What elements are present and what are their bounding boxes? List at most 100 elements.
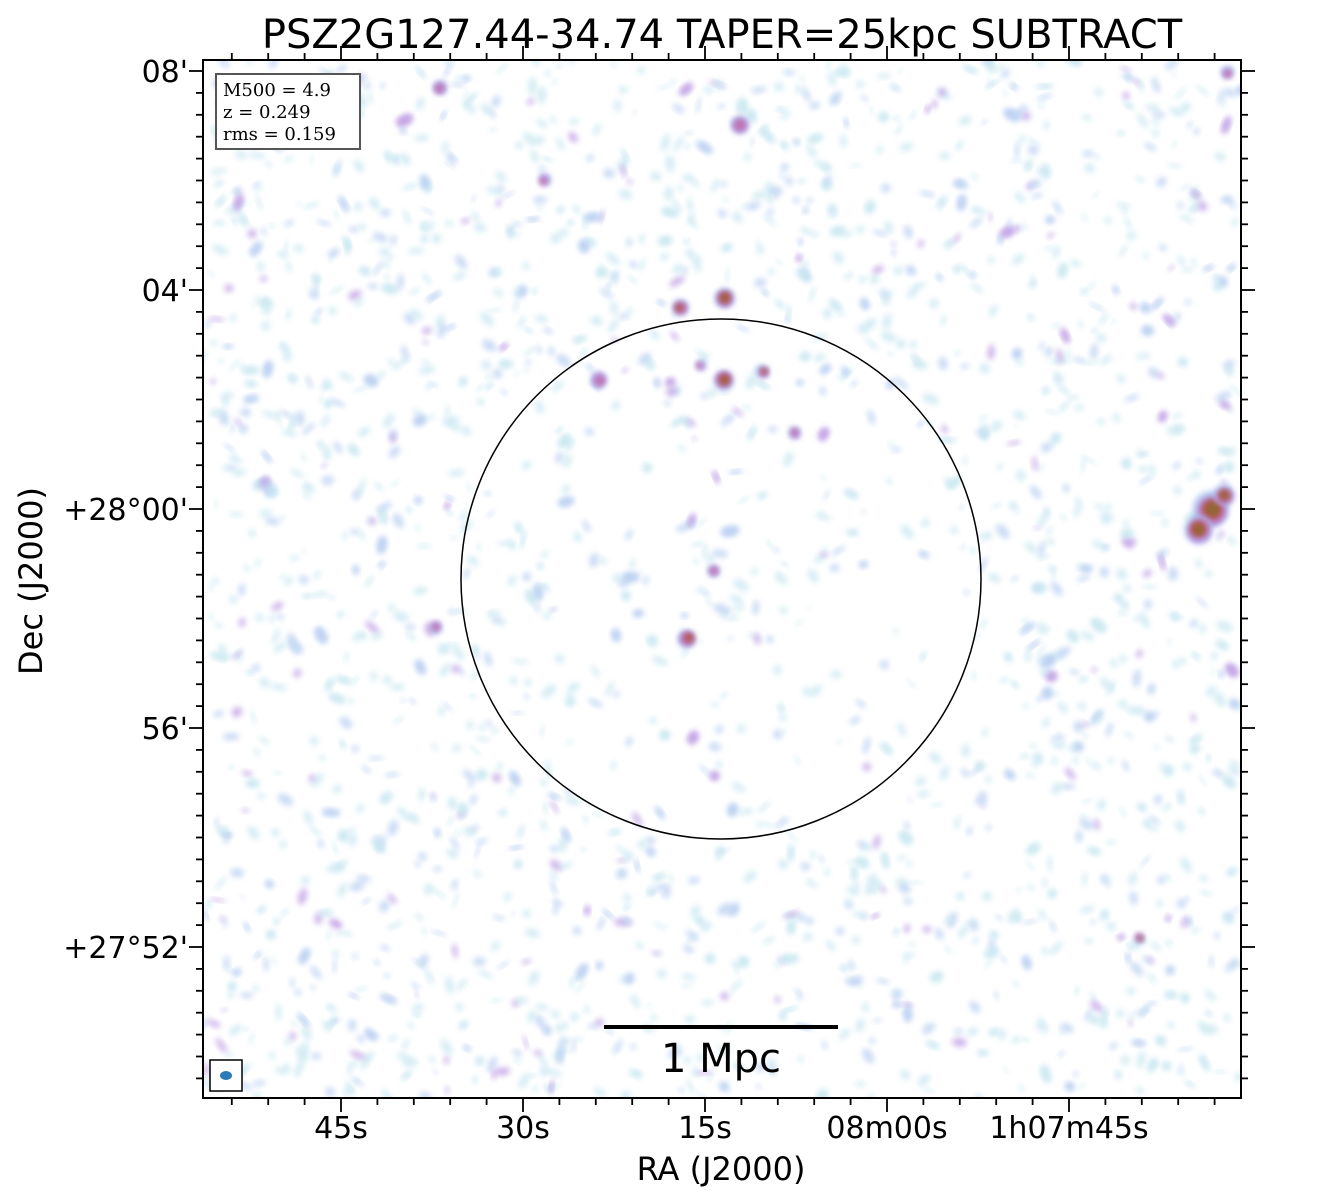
noise-blob bbox=[678, 445, 686, 452]
noise-blob bbox=[835, 927, 845, 936]
noise-blob bbox=[702, 590, 710, 598]
noise-blob bbox=[1163, 314, 1175, 326]
noise-blob bbox=[490, 940, 501, 952]
noise-blob bbox=[1083, 733, 1088, 739]
y-tick-label: 56' bbox=[142, 712, 188, 747]
noise-blob bbox=[349, 993, 359, 999]
noise-blob bbox=[1133, 77, 1141, 87]
noise-blob bbox=[349, 225, 359, 233]
noise-blob bbox=[664, 400, 671, 407]
noise-blob bbox=[293, 668, 302, 678]
noise-blob bbox=[522, 571, 532, 582]
noise-blob bbox=[875, 145, 884, 154]
noise-blob bbox=[647, 887, 655, 896]
noise-blob bbox=[1051, 570, 1055, 580]
noise-blob bbox=[327, 306, 338, 315]
noise-blob bbox=[459, 1020, 468, 1030]
noise-blob bbox=[541, 779, 547, 786]
noise-blob bbox=[1122, 585, 1132, 592]
noise-blob bbox=[621, 149, 629, 162]
noise-blob bbox=[312, 315, 319, 323]
noise-blob bbox=[1030, 273, 1037, 287]
noise-blob bbox=[539, 1066, 550, 1077]
noise-blob bbox=[607, 318, 619, 333]
noise-blob bbox=[382, 676, 393, 685]
noise-blob bbox=[1233, 907, 1239, 912]
noise-blob bbox=[880, 885, 887, 894]
noise-blob bbox=[695, 1070, 714, 1075]
noise-blob bbox=[801, 86, 811, 102]
noise-blob bbox=[490, 998, 502, 1003]
noise-blob bbox=[1214, 932, 1220, 940]
noise-blob bbox=[282, 350, 292, 362]
noise-blob bbox=[515, 522, 523, 534]
noise-blob bbox=[241, 808, 249, 813]
noise-blob bbox=[999, 677, 1010, 683]
noise-blob bbox=[1116, 568, 1128, 580]
noise-blob bbox=[947, 476, 961, 489]
noise-blob bbox=[354, 297, 364, 307]
noise-blob bbox=[592, 123, 602, 136]
noise-blob bbox=[450, 82, 466, 87]
noise-blob bbox=[1123, 519, 1129, 529]
noise-blob bbox=[475, 1057, 484, 1065]
noise-blob bbox=[1216, 640, 1228, 650]
noise-blob bbox=[779, 171, 785, 179]
noise-blob bbox=[824, 868, 830, 876]
noise-blob bbox=[874, 880, 881, 887]
noise-blob bbox=[788, 844, 794, 862]
noise-blob bbox=[535, 119, 549, 128]
noise-blob bbox=[855, 1018, 865, 1033]
noise-blob bbox=[658, 236, 672, 246]
noise-blob bbox=[222, 732, 240, 741]
noise-blob bbox=[1067, 630, 1079, 642]
noise-blob bbox=[873, 1018, 882, 1023]
noise-blob bbox=[669, 275, 686, 288]
noise-blob bbox=[633, 110, 637, 115]
noise-blob bbox=[1192, 470, 1201, 480]
noise-blob bbox=[497, 960, 510, 970]
noise-blob bbox=[209, 168, 228, 175]
noise-blob bbox=[268, 615, 275, 623]
noise-blob bbox=[635, 941, 644, 950]
noise-blob bbox=[491, 95, 501, 108]
noise-blob bbox=[841, 231, 854, 239]
noise-blob bbox=[988, 1028, 1000, 1036]
noise-blob bbox=[269, 683, 288, 691]
noise-blob bbox=[261, 227, 267, 236]
noise-blob bbox=[1052, 245, 1060, 259]
noise-blob bbox=[1079, 565, 1093, 573]
noise-blob bbox=[491, 1071, 496, 1080]
noise-blob bbox=[654, 378, 661, 388]
noise-blob bbox=[379, 507, 387, 525]
noise-blob bbox=[850, 976, 863, 983]
noise-blob bbox=[929, 802, 944, 807]
noise-blob bbox=[630, 994, 640, 1009]
noise-blob bbox=[1089, 302, 1105, 312]
noise-blob bbox=[408, 698, 417, 705]
noise-blob bbox=[1100, 909, 1109, 921]
noise-blob bbox=[328, 918, 343, 930]
noise-blob bbox=[756, 245, 765, 255]
noise-blob bbox=[962, 265, 969, 274]
noise-blob bbox=[388, 445, 401, 459]
noise-blob bbox=[1011, 1036, 1021, 1043]
noise-blob bbox=[997, 1028, 1007, 1040]
noise-blob bbox=[469, 794, 478, 806]
noise-blob bbox=[731, 782, 746, 793]
noise-blob bbox=[1226, 535, 1237, 545]
noise-blob bbox=[1050, 757, 1058, 765]
noise-blob bbox=[606, 252, 620, 266]
noise-blob bbox=[1191, 190, 1201, 199]
noise-blob bbox=[348, 697, 354, 705]
noise-blob bbox=[210, 408, 225, 416]
noise-blob bbox=[1015, 104, 1028, 117]
noise-blob bbox=[264, 517, 281, 526]
noise-blob bbox=[696, 1091, 709, 1098]
noise-blob bbox=[255, 193, 263, 211]
noise-blob bbox=[1155, 1036, 1166, 1046]
noise-blob bbox=[252, 181, 261, 187]
noise-blob bbox=[556, 137, 565, 151]
noise-blob bbox=[488, 109, 497, 119]
noise-blob bbox=[923, 1088, 935, 1093]
